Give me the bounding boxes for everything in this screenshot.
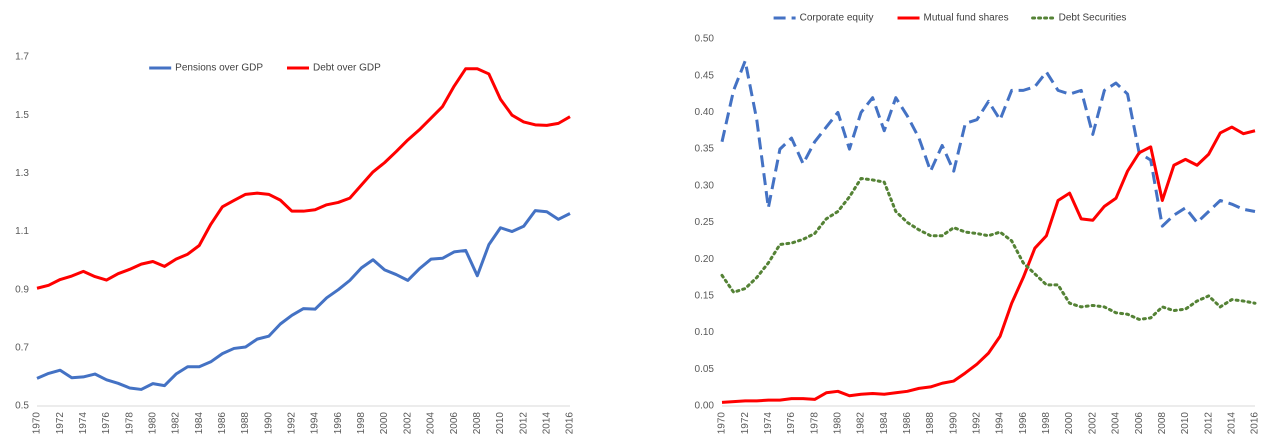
x-tick-label: 1984 — [879, 412, 890, 434]
x-tick-label: 2006 — [1134, 412, 1145, 434]
y-tick-label: 0.45 — [695, 70, 715, 81]
y-tick-label: 0.00 — [695, 401, 715, 412]
x-tick-label: 1976 — [786, 412, 797, 434]
y-tick-label: 1.5 — [15, 110, 29, 121]
x-tick-label: 1982 — [856, 412, 867, 434]
x-tick-label: 1986 — [217, 412, 228, 434]
x-tick-label: 2002 — [402, 412, 413, 434]
x-tick-label: 2004 — [1111, 412, 1122, 434]
x-tick-label: 1998 — [356, 412, 367, 434]
x-tick-label: 2014 — [1226, 412, 1237, 434]
x-tick-label: 1972 — [55, 412, 66, 434]
x-tick-label: 2014 — [541, 412, 552, 434]
legend-label: Debt over GDP — [313, 63, 381, 74]
x-tick-label: 1990 — [948, 412, 959, 434]
y-tick-label: 0.9 — [15, 284, 29, 295]
x-tick-label: 2008 — [1157, 412, 1168, 434]
x-tick-label: 1994 — [310, 412, 321, 434]
x-tick-label: 1988 — [240, 412, 251, 434]
x-tick-label: 2002 — [1087, 412, 1098, 434]
x-tick-label: 2010 — [1180, 412, 1191, 434]
x-tick-label: 2016 — [565, 412, 576, 434]
y-tick-label: 0.25 — [695, 217, 715, 228]
x-tick-label: 1998 — [1041, 412, 1052, 434]
x-tick-label: 1976 — [101, 412, 112, 434]
series-line — [720, 176, 1257, 321]
x-tick-label: 1992 — [972, 412, 983, 434]
legend-label: Pensions over GDP — [175, 63, 263, 74]
y-tick-label: 0.05 — [695, 364, 715, 375]
x-tick-label: 1970 — [717, 412, 728, 434]
y-tick-label: 1.3 — [15, 168, 29, 179]
series-line — [36, 67, 571, 290]
x-tick-label: 1972 — [740, 412, 751, 434]
x-tick-label: 1974 — [763, 412, 774, 434]
x-tick-label: 1990 — [263, 412, 274, 434]
x-tick-label: 1996 — [1018, 412, 1029, 434]
x-tick-label: 2012 — [1203, 412, 1214, 434]
x-tick-label: 1974 — [78, 412, 89, 434]
y-tick-label: 0.5 — [15, 401, 29, 412]
x-tick-label: 1970 — [32, 412, 43, 434]
x-tick-label: 2012 — [518, 412, 529, 434]
x-tick-label: 1986 — [902, 412, 913, 434]
x-tick-label: 1980 — [833, 412, 844, 434]
x-tick-label: 1996 — [333, 412, 344, 434]
y-tick-label: 0.7 — [15, 342, 29, 353]
x-tick-label: 2000 — [1064, 412, 1075, 434]
x-tick-label: 1980 — [148, 412, 159, 434]
x-tick-label: 1982 — [171, 412, 182, 434]
y-tick-label: 1.7 — [15, 52, 29, 63]
legend-label: Corporate equity — [800, 13, 874, 24]
x-tick-label: 2016 — [1250, 412, 1261, 434]
y-tick-label: 0.20 — [695, 254, 715, 265]
series-line — [721, 125, 1256, 404]
y-tick-label: 0.15 — [695, 291, 715, 302]
x-tick-label: 1988 — [925, 412, 936, 434]
y-tick-label: 0.10 — [695, 327, 715, 338]
y-tick-label: 0.40 — [695, 107, 715, 118]
x-tick-label: 2010 — [495, 412, 506, 434]
y-tick-label: 1.1 — [15, 226, 29, 237]
y-tick-label: 0.35 — [695, 144, 715, 155]
series-line — [720, 59, 1256, 228]
legend-label: Debt Securities — [1059, 13, 1127, 24]
y-tick-label: 0.50 — [695, 34, 715, 45]
x-tick-label: 1978 — [809, 412, 820, 434]
x-tick-label: 1994 — [995, 412, 1006, 434]
series-line — [36, 209, 571, 391]
x-tick-label: 2004 — [426, 412, 437, 434]
x-tick-label: 2006 — [449, 412, 460, 434]
legend: Corporate equity Mutual fund shares Debt S… — [773, 13, 1127, 24]
x-tick-label: 2008 — [472, 412, 483, 434]
legend-label: Mutual fund shares — [924, 13, 1009, 24]
x-tick-label: 1978 — [124, 412, 135, 434]
x-tick-label: 1992 — [287, 412, 298, 434]
legend: Pensions over GDP Debt over GDP — [149, 63, 381, 74]
x-tick-label: 1984 — [194, 412, 205, 434]
x-tick-label: 2000 — [379, 412, 390, 434]
y-tick-label: 0.30 — [695, 180, 715, 191]
